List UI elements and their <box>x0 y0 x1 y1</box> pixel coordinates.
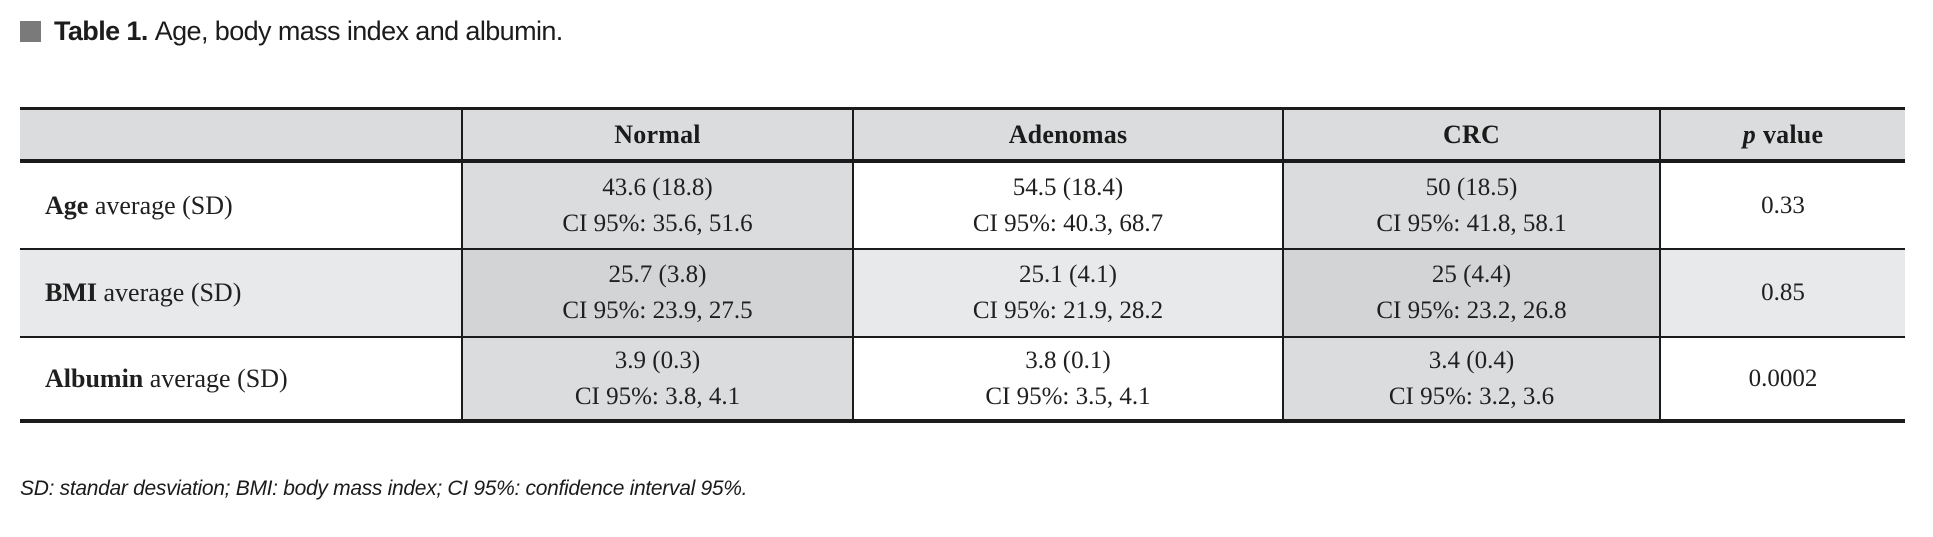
cell-age-crc: 50 (18.5) CI 95%: 41.8, 58.1 <box>1282 161 1660 249</box>
header-adenomas: Adenomas <box>852 108 1283 163</box>
cell-ci-line: CI 95%: 23.2, 26.8 <box>1376 297 1567 324</box>
cell-value-line: 25.7 (3.8) <box>608 261 707 288</box>
row-label-bmi: BMI average (SD) <box>20 248 462 337</box>
cell-value-line: 3.8 (0.1) <box>1025 346 1111 374</box>
cell-bmi-crc: 25 (4.4) CI 95%: 23.2, 26.8 <box>1282 248 1660 337</box>
cell-age-p-value: 0.33 <box>1659 161 1905 249</box>
cell-ci-line: CI 95%: 35.6, 51.6 <box>562 209 753 237</box>
table-header-row: Normal Adenomas CRC p value <box>20 108 1905 163</box>
row-label-age: Age average (SD) <box>20 161 462 249</box>
row-label-bold: BMI <box>45 278 97 307</box>
cell-ci-line: CI 95%: 23.9, 27.5 <box>562 297 753 324</box>
table-row-bmi: BMI average (SD) 25.7 (3.8) CI 95%: 23.9… <box>20 248 1905 337</box>
cell-albumin-adenomas: 3.8 (0.1) CI 95%: 3.5, 4.1 <box>852 336 1283 421</box>
cell-value-line: 3.9 (0.3) <box>614 346 701 374</box>
cell-age-adenomas: 54.5 (18.4) CI 95%: 40.3, 68.7 <box>852 161 1283 249</box>
cell-ci-line: CI 95%: 41.8, 58.1 <box>1376 209 1567 237</box>
table-row-albumin: Albumin average (SD) 3.9 (0.3) CI 95%: 3… <box>20 336 1905 421</box>
header-crc: CRC <box>1282 108 1660 163</box>
cell-value-line: 25.1 (4.1) <box>1019 261 1117 288</box>
cell-ci-line: CI 95%: 3.8, 4.1 <box>574 382 741 410</box>
cell-albumin-crc: 3.4 (0.4) CI 95%: 3.2, 3.6 <box>1282 336 1660 421</box>
row-label-rest: average (SD) <box>88 190 233 220</box>
cell-ci-line: CI 95%: 21.9, 28.2 <box>972 297 1164 324</box>
p-value-italic-p: p <box>1742 119 1756 149</box>
cell-albumin-p-value: 0.0002 <box>1659 336 1905 421</box>
cell-ci-line: CI 95%: 3.2, 3.6 <box>1388 382 1555 410</box>
cell-value-line: 3.4 (0.4) <box>1428 346 1515 374</box>
cell-value-line: 50 (18.5) <box>1425 173 1518 201</box>
cell-albumin-normal: 3.9 (0.3) CI 95%: 3.8, 4.1 <box>461 336 853 421</box>
cell-age-normal: 43.6 (18.8) CI 95%: 35.6, 51.6 <box>461 161 853 249</box>
cell-ci-line: CI 95%: 40.3, 68.7 <box>972 209 1164 237</box>
table-caption: Table 1. Age, body mass index and albumi… <box>20 15 1933 46</box>
table-row-age: Age average (SD) 43.6 (18.8) CI 95%: 35.… <box>20 161 1905 249</box>
caption-bullet-square-icon <box>20 20 41 42</box>
cell-ci-line: CI 95%: 3.5, 4.1 <box>985 382 1151 410</box>
cell-bmi-normal: 25.7 (3.8) CI 95%: 23.9, 27.5 <box>461 248 853 337</box>
stats-table: Normal Adenomas CRC p value Age average (… <box>20 107 1905 423</box>
cell-value-line: 25 (4.4) <box>1431 261 1512 288</box>
row-label-albumin: Albumin average (SD) <box>20 336 462 421</box>
header-p-value: p value <box>1659 108 1905 163</box>
caption-text: Age, body mass index and albumin. <box>154 15 564 46</box>
caption-label: Table 1. <box>54 15 148 46</box>
header-empty-cell <box>20 108 462 163</box>
page: Table 1. Age, body mass index and albumi… <box>20 15 1933 500</box>
cell-bmi-p-value: 0.85 <box>1659 248 1905 337</box>
p-value-word: value <box>1762 119 1824 149</box>
row-label-rest: average (SD) <box>97 278 242 307</box>
footnote: SD: standar desviation; BMI: body mass i… <box>20 477 748 500</box>
row-label-rest: average (SD) <box>143 363 288 393</box>
row-label-bold: Age <box>45 190 89 220</box>
cell-value-line: 43.6 (18.8) <box>602 173 713 201</box>
header-normal: Normal <box>461 108 853 163</box>
cell-value-line: 54.5 (18.4) <box>1012 173 1124 201</box>
row-label-bold: Albumin <box>45 363 144 393</box>
cell-bmi-adenomas: 25.1 (4.1) CI 95%: 21.9, 28.2 <box>852 248 1283 337</box>
